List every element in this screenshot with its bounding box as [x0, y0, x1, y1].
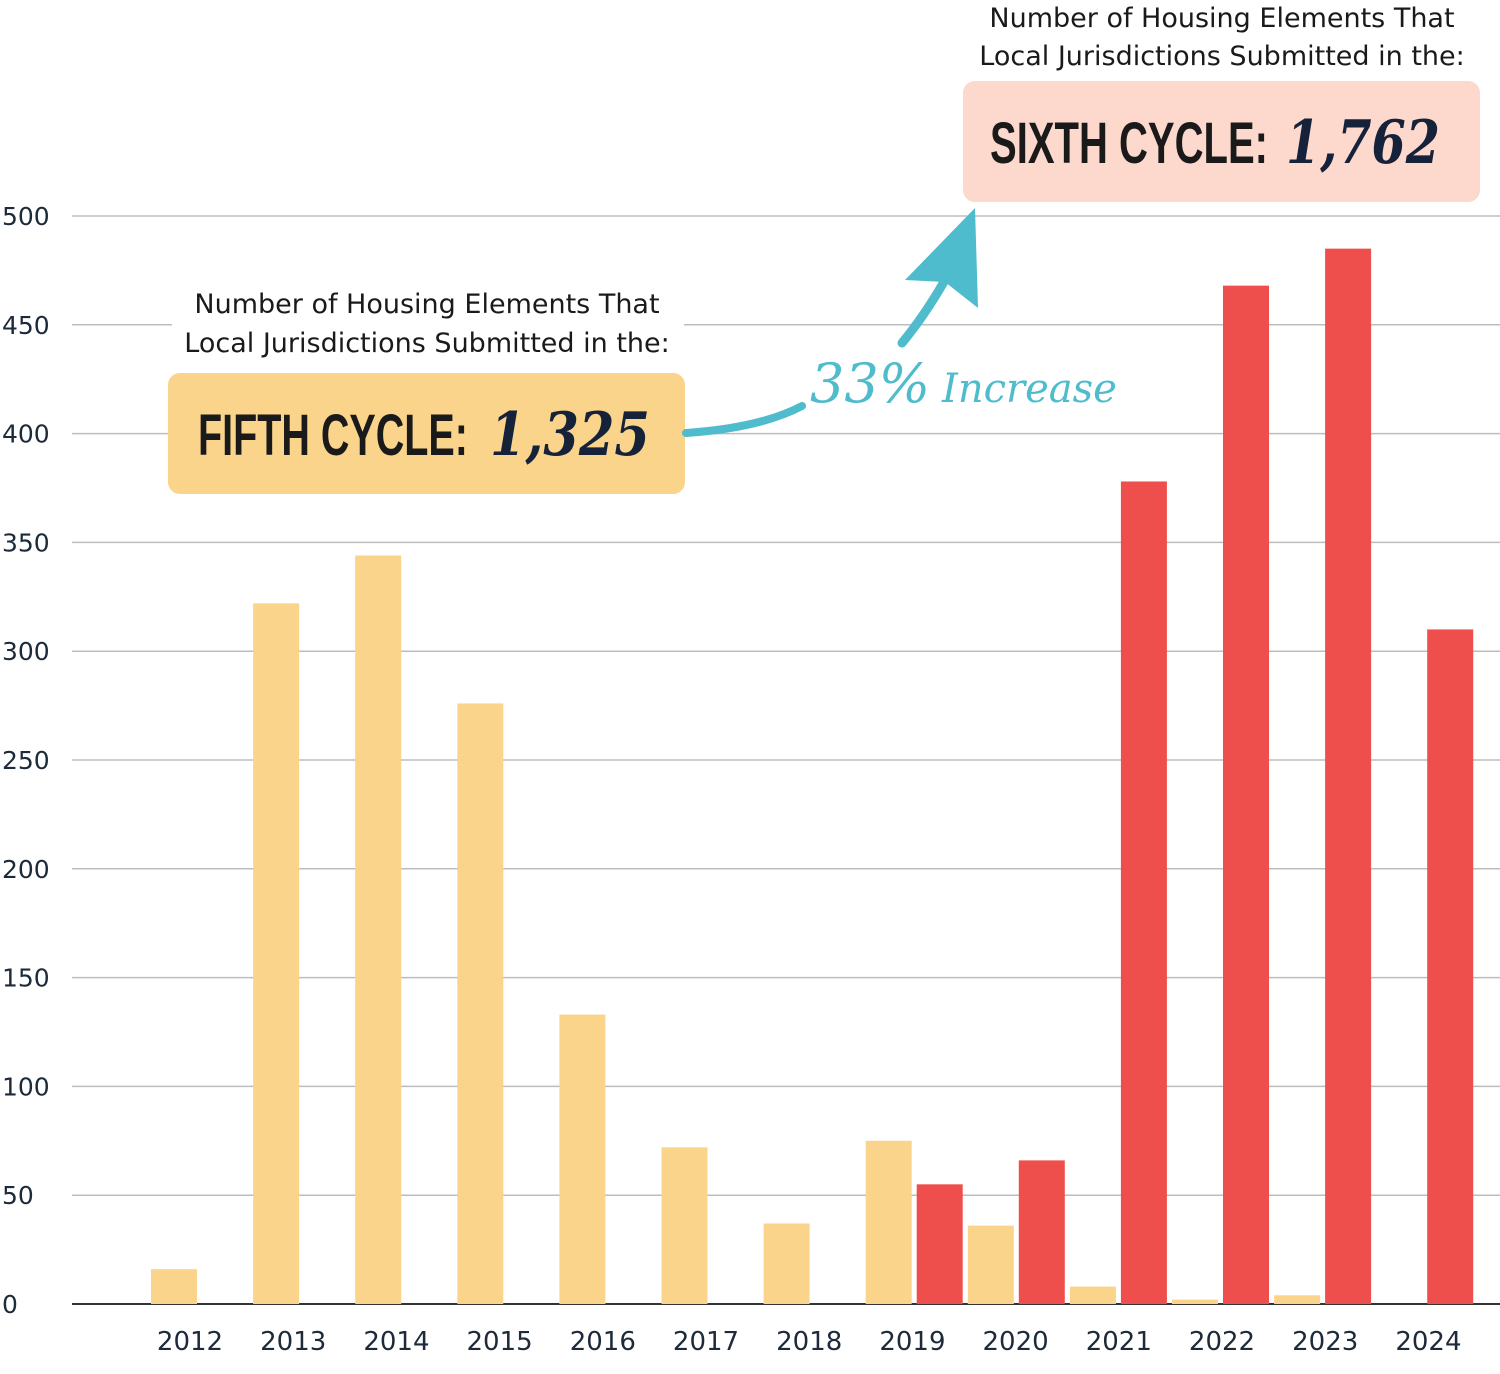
x-tick-label: 2013 [260, 1327, 326, 1357]
arrow-line-right [897, 275, 950, 348]
arrow-head-icon [905, 208, 978, 308]
fifth-note-line2: Local Jurisdictions Submitted in the: [184, 328, 669, 359]
y-tick-label: 50 [2, 1181, 34, 1210]
x-tick-label: 2018 [776, 1327, 842, 1357]
x-tick-label: 2016 [570, 1327, 636, 1357]
sixth-note-line1: Number of Housing Elements That [989, 3, 1454, 34]
fifth-cycle-bar-2013 [253, 603, 300, 1304]
y-tick-label: 350 [2, 528, 50, 557]
x-tick-label: 2012 [157, 1327, 223, 1357]
y-tick-label: 150 [2, 964, 50, 993]
fifth-cycle-bar-2021 [1069, 1286, 1116, 1304]
fifth-cycle-bar-2022 [1172, 1299, 1218, 1304]
x-tick-label: 2014 [363, 1327, 429, 1357]
sixth-cycle-bar-2023 [1325, 248, 1372, 1304]
y-tick-label: 400 [2, 420, 50, 449]
y-tick-label: 0 [2, 1290, 18, 1319]
sixth-cycle-bar-2024 [1427, 629, 1474, 1304]
fifth-cycle-bar-2017 [661, 1147, 708, 1304]
fifth-note-bg [172, 300, 684, 360]
sixth-cycle-bar-2020 [1018, 1160, 1065, 1304]
y-tick-label: 300 [2, 637, 50, 666]
arrow-line-left [682, 402, 806, 437]
fifth-cycle-bar-2016 [559, 1014, 606, 1304]
increase-label: 33% Increase [810, 352, 1117, 415]
fifth-cycle-bar-2019 [865, 1140, 912, 1304]
sixth-cycle-label: SIXTH CYCLE: [990, 111, 1268, 176]
x-tick-label: 2017 [673, 1327, 739, 1357]
fifth-cycle-label: FIFTH CYCLE: [198, 402, 468, 467]
y-tick-label: 250 [2, 746, 50, 775]
x-tick-label: 2019 [879, 1327, 945, 1357]
y-tick-label: 500 [2, 202, 50, 231]
x-tick-label: 2022 [1189, 1327, 1255, 1357]
fifth-cycle-bar-2023 [1274, 1295, 1321, 1304]
sixth-cycle-bar-2022 [1223, 285, 1269, 1305]
sixth-cycle-box [963, 81, 1480, 202]
x-tick-label: 2020 [983, 1327, 1049, 1357]
sixth-cycle-bar-2021 [1120, 481, 1167, 1304]
y-tick-label: 450 [2, 311, 50, 340]
y-tick-label: 200 [2, 855, 50, 884]
x-tick-label: 2021 [1086, 1327, 1152, 1357]
fifth-cycle-bar-2015 [457, 703, 504, 1304]
sixth-cycle-bar-2019 [916, 1184, 963, 1304]
fifth-cycle-value: 1,325 [490, 400, 650, 470]
y-tick-label: 100 [2, 1072, 50, 1101]
sixth-cycle-value: 1,762 [1286, 106, 1440, 177]
fifth-note-line1: Number of Housing Elements That [194, 289, 659, 320]
x-tick-label: 2023 [1292, 1327, 1358, 1357]
x-tick-label: 2015 [467, 1327, 533, 1357]
fifth-cycle-bar-2020 [967, 1225, 1014, 1304]
fifth-cycle-bar-2012 [151, 1269, 197, 1304]
fifth-cycle-box [168, 373, 685, 494]
sixth-note-line2: Local Jurisdictions Submitted in the: [979, 41, 1464, 72]
x-tick-label: 2024 [1395, 1327, 1461, 1357]
fifth-cycle-bar-2014 [355, 555, 402, 1304]
fifth-cycle-bar-2018 [763, 1223, 810, 1304]
